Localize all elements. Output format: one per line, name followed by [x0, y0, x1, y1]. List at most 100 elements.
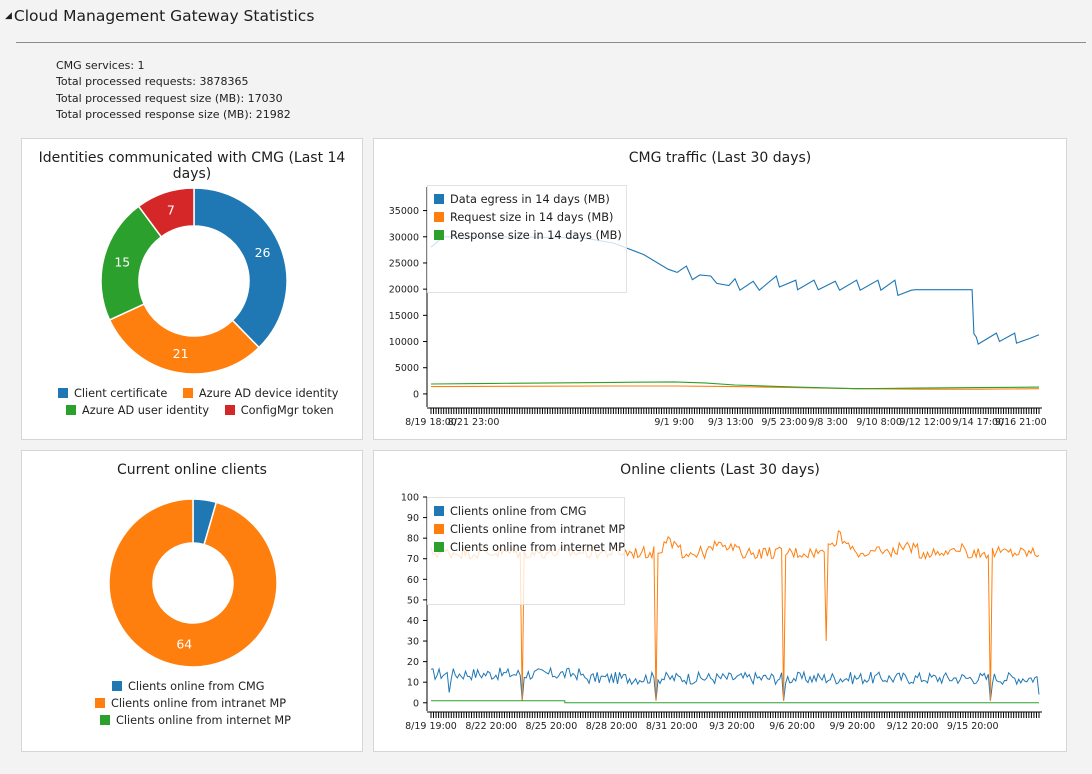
y-tick-label: 20: [407, 657, 419, 668]
y-tick-label: 90: [407, 513, 419, 524]
legend-swatch-egress: [434, 194, 444, 204]
legend-swatch-clients-internet: [100, 715, 110, 725]
summary-stats: CMG services: 1 Total processed requests…: [56, 58, 291, 123]
x-tick-label: 9/15 20:00: [947, 721, 999, 732]
y-tick-label: 80: [407, 534, 419, 545]
series-line-response-size-in-14-days-mb-: [430, 381, 1040, 390]
y-tick-label: 40: [407, 616, 419, 627]
x-tick-label: 8/25 20:00: [526, 721, 578, 732]
legend-swatch-response: [434, 230, 444, 240]
clients-title: Current online clients: [117, 462, 267, 478]
x-tick-label: 9/3 13:00: [708, 417, 754, 428]
legend-swatch-request: [434, 212, 444, 222]
legend-request-label: Request size in 14 days (MB): [450, 211, 614, 224]
traffic-legend-item-egress: Data egress in 14 days (MB): [434, 193, 610, 206]
traffic-legend-item-request: Request size in 14 days (MB): [434, 211, 613, 224]
y-tick-label: 0: [413, 698, 419, 709]
legend-online-cmg: Clients online from CMG: [450, 505, 587, 518]
slice-value-azure-ad-device-identity: 21: [173, 346, 189, 361]
y-tick-label: 25000: [389, 258, 419, 269]
legend-client-certificate: Client certificate: [74, 387, 168, 400]
slice-clients-online-from-intranet-mp: [108, 498, 278, 668]
x-tick-label: 9/12 20:00: [887, 721, 939, 732]
slice-value-azure-ad-user-identity: 15: [114, 255, 130, 270]
x-tick-label: 8/22 20:00: [465, 721, 517, 732]
y-tick-label: 60: [407, 575, 419, 586]
identities-panel: Identities communicated with CMG (Last 1…: [21, 138, 363, 440]
x-tick-label: 8/31 20:00: [646, 721, 698, 732]
y-tick-label: 50: [407, 595, 419, 606]
stat-total-requests: Total processed requests: 3878365: [56, 75, 249, 89]
legend-azure-ad-device: Azure AD device identity: [198, 387, 339, 400]
clients-legend-item-intranet: Clients online from intranet MP: [95, 697, 286, 710]
series-line-clients-online-from-cmg: [430, 666, 1040, 701]
legend-swatch-clients-cmg: [112, 681, 122, 691]
x-tick-label: 8/19 18:00: [405, 417, 457, 428]
legend-egress-label: Data egress in 14 days (MB): [450, 193, 610, 206]
x-tick-label: 9/8 3:00: [808, 417, 848, 428]
x-tick-label: 9/10 8:00: [856, 417, 902, 428]
header-divider: [16, 42, 1086, 43]
traffic-legend: Data egress in 14 days (MB) Request size…: [427, 185, 627, 293]
legend-online-intranet: Clients online from intranet MP: [450, 523, 626, 536]
legend-swatch-clients-intranet: [95, 698, 105, 708]
legend-swatch-online-cmg: [434, 506, 444, 516]
y-tick-label: 10: [407, 678, 419, 689]
slice-value-configmgr-token: 7: [167, 203, 175, 218]
legend-swatch-online-intranet: [434, 524, 444, 534]
y-tick-label: 20000: [389, 285, 419, 296]
online-legend: Clients online from CMG Clients online f…: [427, 497, 625, 605]
identities-legend-row-1: Client certificate Azure AD device ident…: [58, 387, 338, 400]
traffic-legend-item-response: Response size in 14 days (MB): [434, 229, 622, 242]
legend-clients-internet: Clients online from internet MP: [116, 714, 291, 727]
x-tick-label: 9/12 12:00: [899, 417, 951, 428]
online-panel: Online clients (Last 30 days) 0 10 20 30 40 5…: [373, 450, 1067, 752]
identities-donut-chart: 26 21 15 7: [100, 187, 288, 375]
x-tick-label: 9/5 23:00: [761, 417, 807, 428]
x-tick-label: 9/6 20:00: [769, 721, 815, 732]
x-tick-label: 9/3 20:00: [709, 721, 755, 732]
legend-azure-ad-user: Azure AD user identity: [82, 404, 210, 417]
section-header[interactable]: ◢ Cloud Management Gateway Statistics: [5, 7, 314, 25]
legend-swatch-online-internet: [434, 542, 444, 552]
collapse-triangle-icon[interactable]: ◢: [5, 11, 12, 21]
legend-swatch-client-certificate: [58, 388, 68, 398]
clients-donut-chart: 64: [108, 498, 278, 668]
online-title: Online clients (Last 30 days): [620, 462, 820, 478]
traffic-line-chart: 0 5000 10000 15000 20000 25000 30000 35000 8/19 …: [389, 187, 1047, 428]
y-tick-label: 100: [401, 493, 419, 504]
traffic-panel: CMG traffic (Last 30 days) 0 5000 10000 150…: [373, 138, 1067, 440]
y-tick-label: 10000: [389, 337, 419, 348]
x-tick-label: 8/19 19:00: [405, 721, 457, 732]
legend-clients-intranet: Clients online from intranet MP: [111, 697, 287, 710]
legend-swatch-azure-ad-device: [182, 388, 193, 398]
y-tick-label: 35000: [389, 206, 419, 217]
y-tick-label: 70: [407, 554, 419, 565]
legend-swatch-azure-ad-user: [66, 405, 76, 415]
legend-swatch-configmgr-token: [224, 405, 235, 415]
slice-value-clients-online-from-intranet-mp: 64: [176, 636, 192, 651]
x-tick-label: 9/1 9:00: [654, 417, 694, 428]
identities-title: Identities communicated with CMG (Last 1…: [38, 150, 346, 182]
legend-clients-cmg: Clients online from CMG: [128, 680, 265, 693]
online-legend-item-intranet: Clients online from intranet MP: [434, 523, 625, 536]
x-tick-label: 8/28 20:00: [586, 721, 638, 732]
y-tick-label: 15000: [389, 311, 419, 322]
identities-legend-row-2: Azure AD user identity ConfigMgr token: [66, 404, 334, 417]
online-legend-item-cmg: Clients online from CMG: [434, 505, 587, 518]
x-tick-label: 8/21 23:00: [448, 417, 500, 428]
online-line-chart: 0 10 20 30 40 50 60 70 80 90 100 8/19 19:00 8/22 20:…: [401, 493, 1042, 732]
stat-cmg-services: CMG services: 1: [56, 59, 145, 72]
legend-configmgr-token: ConfigMgr token: [240, 404, 334, 417]
slice-configmgr-token: [137, 187, 195, 238]
online-legend-item-internet: Clients online from internet MP: [434, 541, 625, 554]
y-tick-label: 5000: [395, 363, 419, 374]
y-tick-label: 30000: [389, 232, 419, 243]
x-tick-label: 9/16 21:00: [995, 417, 1047, 428]
x-tick-label: 9/9 20:00: [830, 721, 876, 732]
clients-legend-item-cmg: Clients online from CMG: [112, 680, 265, 693]
section-title: Cloud Management Gateway Statistics: [13, 7, 315, 25]
series-line-clients-online-from-internet-mp: [431, 700, 1039, 704]
slice-client-certificate: [193, 187, 288, 349]
traffic-title: CMG traffic (Last 30 days): [628, 150, 812, 166]
